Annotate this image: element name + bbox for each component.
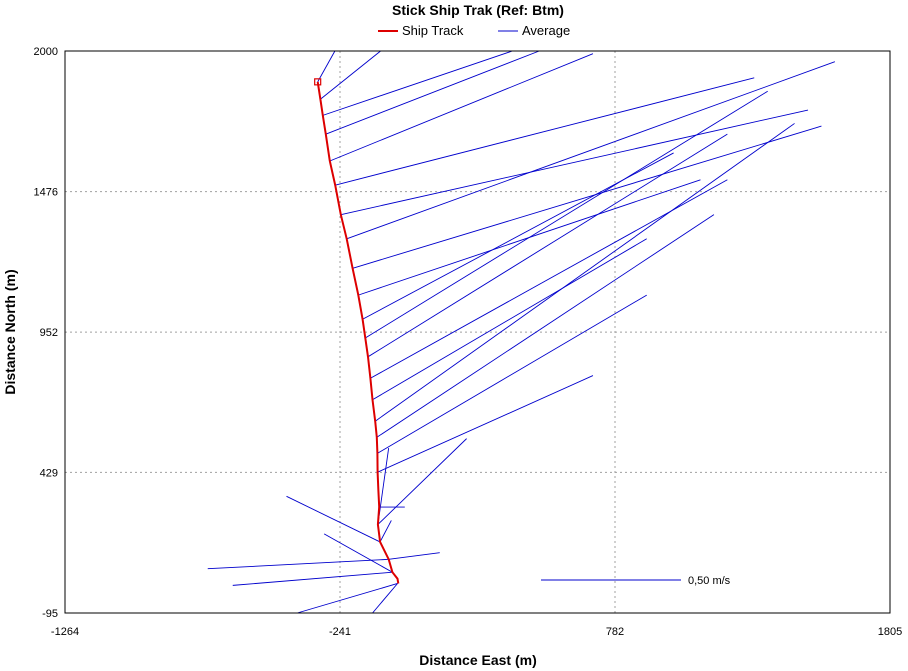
average-stick — [379, 520, 392, 543]
grid — [65, 51, 890, 613]
average-stick — [377, 294, 647, 454]
average-stick — [372, 583, 398, 614]
average-stick — [340, 109, 809, 216]
y-tick-label: -95 — [42, 608, 58, 620]
ship-track-series — [314, 78, 400, 584]
legend-label-ship-track: Ship Track — [402, 23, 464, 38]
average-stick — [367, 133, 728, 358]
average-stick — [388, 552, 440, 560]
average-stick — [323, 533, 393, 573]
y-tick-label: 952 — [40, 327, 58, 339]
y-tick-label: 429 — [40, 467, 58, 479]
average-stick — [346, 61, 836, 240]
average-stick — [286, 495, 381, 543]
average-stick — [322, 50, 513, 116]
scale-label: 0,50 m/s — [688, 575, 731, 587]
average-series — [207, 50, 836, 614]
average-stick — [325, 50, 540, 135]
average-stick — [320, 50, 381, 100]
velocity-scale: 0,50 m/s — [541, 575, 731, 587]
x-tick-label: 782 — [606, 626, 624, 638]
x-tick-label: -241 — [329, 626, 351, 638]
y-tick-label: 1476 — [34, 187, 58, 199]
average-stick — [374, 123, 795, 422]
average-stick — [362, 152, 674, 320]
average-stick — [365, 90, 768, 339]
average-stick — [352, 125, 822, 269]
average-stick — [207, 558, 389, 570]
x-axis-title: Distance East (m) — [419, 652, 536, 668]
chart-title: Stick Ship Trak (Ref: Btm) — [392, 2, 564, 18]
average-stick — [372, 238, 647, 401]
legend-label-average: Average — [522, 23, 570, 38]
x-tick-label: 1805 — [878, 626, 902, 638]
average-stick — [377, 438, 467, 525]
average-stick — [232, 571, 393, 586]
average-stick — [297, 583, 398, 614]
average-stick — [358, 179, 701, 296]
average-stick — [377, 375, 594, 473]
average-stick — [335, 77, 755, 186]
average-stick — [317, 50, 336, 83]
ship-track-line — [316, 81, 400, 584]
tick-labels: -1264 -241 782 1805 2000 1476 952 429 -95 — [34, 46, 903, 638]
average-stick — [329, 53, 594, 162]
x-tick-label: -1264 — [51, 626, 79, 638]
average-stick — [370, 179, 728, 379]
y-tick-label: 2000 — [34, 46, 58, 58]
legend: Ship Track Average — [378, 23, 570, 38]
plot-frame — [64, 50, 891, 614]
track-end-marker — [314, 78, 322, 86]
average-stick — [376, 214, 715, 438]
y-axis-title: Distance North (m) — [2, 269, 18, 394]
